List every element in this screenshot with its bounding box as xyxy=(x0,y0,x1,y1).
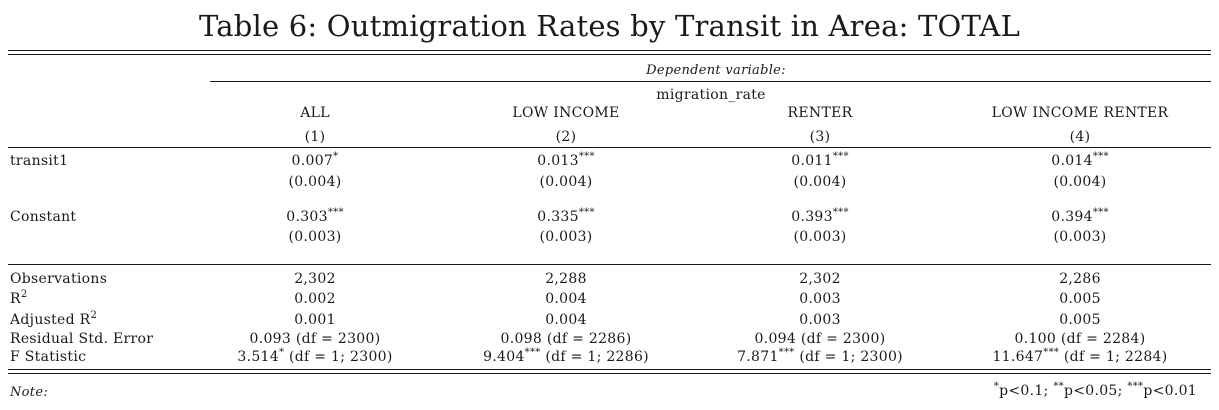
row-label-transit1: transit1 xyxy=(10,153,69,169)
significance-stars: *** xyxy=(778,347,795,358)
column-header-4: LOW INCOME RENTER xyxy=(991,105,1169,121)
column-number-4: (4) xyxy=(1069,129,1091,145)
stat-cell: 2,288 xyxy=(545,271,587,287)
coef-cell: 0.335*** xyxy=(537,207,595,226)
coef-cell: 0.011*** xyxy=(791,151,849,170)
column-number-3: (3) xyxy=(809,129,831,145)
significance-stars: *** xyxy=(578,207,595,218)
stat-cell: 0.005 xyxy=(1059,312,1101,328)
dependent-variable-rule xyxy=(210,81,1211,82)
stat-cell: 9.404*** (df = 1; 2286) xyxy=(483,347,649,366)
dependent-variable-name: migration_rate xyxy=(656,87,766,103)
column-header-2: LOW INCOME xyxy=(512,105,620,121)
coef-cell: 0.394*** xyxy=(1051,207,1109,226)
significance-stars: *** xyxy=(578,151,595,162)
stat-cell: 2,302 xyxy=(294,271,336,287)
column-header-1: ALL xyxy=(300,105,330,121)
top-rule-1 xyxy=(8,50,1211,52)
row-label-f-statistic: F Statistic xyxy=(10,349,87,365)
stat-cell: 2,302 xyxy=(799,271,841,287)
column-header-3: RENTER xyxy=(787,105,853,121)
stat-cell: 0.004 xyxy=(545,291,587,307)
row-label-residual-std-error: Residual Std. Error xyxy=(10,331,154,347)
stat-cell: 0.005 xyxy=(1059,291,1101,307)
stat-cell: 3.514* (df = 1; 2300) xyxy=(237,347,393,366)
header-rule xyxy=(8,147,1211,148)
stat-cell: 7.871*** (df = 1; 2300) xyxy=(737,347,903,366)
stat-cell: 0.001 xyxy=(294,312,336,328)
significance-stars: *** xyxy=(832,207,849,218)
row-label-constant: Constant xyxy=(10,209,77,225)
coef-cell: 0.013*** xyxy=(537,151,595,170)
note-label: Note: xyxy=(10,385,48,400)
std-error-cell: (0.003) xyxy=(288,229,342,245)
stat-cell: 11.647*** (df = 1; 2284) xyxy=(992,347,1168,366)
row-label-observations: Observations xyxy=(10,271,108,287)
stat-cell: 0.093 (df = 2300) xyxy=(249,331,381,347)
bottom-rule-2 xyxy=(8,373,1211,375)
stats-rule xyxy=(8,264,1211,265)
std-error-cell: (0.003) xyxy=(539,229,593,245)
stat-cell: 0.003 xyxy=(799,291,841,307)
coef-cell: 0.014*** xyxy=(1051,151,1109,170)
dependent-variable-caption: Dependent variable: xyxy=(646,63,786,78)
std-error-cell: (0.003) xyxy=(1053,229,1107,245)
significance-stars: *** xyxy=(1043,347,1060,358)
std-error-cell: (0.004) xyxy=(793,174,847,190)
coef-cell: 0.303*** xyxy=(286,207,344,226)
std-error-cell: (0.004) xyxy=(539,174,593,190)
significance-stars: *** xyxy=(524,347,541,358)
significance-stars: *** xyxy=(832,151,849,162)
coef-cell: 0.007* xyxy=(291,151,339,170)
significance-stars: *** xyxy=(327,207,344,218)
column-number-2: (2) xyxy=(555,129,577,145)
stat-cell: 0.094 (df = 2300) xyxy=(754,331,886,347)
bottom-rule-1 xyxy=(8,369,1211,371)
coef-cell: 0.393*** xyxy=(791,207,849,226)
stat-cell: 0.002 xyxy=(294,291,336,307)
significance-stars: * xyxy=(333,151,339,162)
significance-stars: *** xyxy=(1092,151,1109,162)
top-rule-2 xyxy=(8,54,1211,56)
stat-cell: 0.003 xyxy=(799,312,841,328)
row-label-r-squared: R2 xyxy=(10,289,28,308)
significance-note: *p<0.1; **p<0.05; ***p<0.01 xyxy=(993,381,1197,400)
stat-cell: 0.098 (df = 2286) xyxy=(500,331,632,347)
significance-stars: * xyxy=(278,347,285,358)
column-number-1: (1) xyxy=(304,129,326,145)
stat-cell: 2,286 xyxy=(1059,271,1101,287)
stat-cell: 0.100 (df = 2284) xyxy=(1014,331,1146,347)
stat-cell: 0.004 xyxy=(545,312,587,328)
significance-stars: *** xyxy=(1092,207,1109,218)
row-label-adjusted-r-squared: Adjusted R2 xyxy=(10,310,98,329)
table-title: Table 6: Outmigration Rates by Transit i… xyxy=(198,9,1021,43)
std-error-cell: (0.003) xyxy=(793,229,847,245)
std-error-cell: (0.004) xyxy=(1053,174,1107,190)
std-error-cell: (0.004) xyxy=(288,174,342,190)
